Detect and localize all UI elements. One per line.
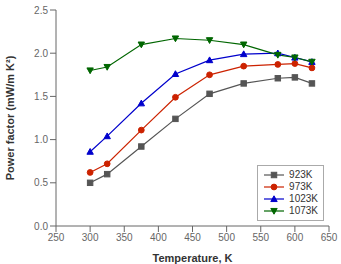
html-text:973K: 973K [289, 181, 313, 192]
svg-text:2.5: 2.5 [34, 5, 48, 16]
svg-text:300: 300 [82, 232, 99, 243]
svg-text:250: 250 [48, 232, 65, 243]
svg-text:0.5: 0.5 [34, 177, 48, 188]
svg-text:500: 500 [218, 232, 235, 243]
svg-text:600: 600 [287, 232, 304, 243]
svg-text:2.0: 2.0 [34, 48, 48, 59]
svg-text:450: 450 [184, 232, 201, 243]
svg-text:350: 350 [116, 232, 133, 243]
svg-text:1.0: 1.0 [34, 134, 48, 145]
html-text:923K: 923K [289, 169, 313, 180]
svg-text:400: 400 [150, 232, 167, 243]
svg-text:1.5: 1.5 [34, 91, 48, 102]
html-text:1073K: 1073K [289, 205, 318, 216]
svg-text:Temperature, K: Temperature, K [153, 252, 233, 264]
html-text:1023K: 1023K [289, 193, 318, 204]
svg-text:550: 550 [252, 232, 269, 243]
svg-text:0.0: 0.0 [34, 221, 48, 232]
svg-text:Power factor (mW/m K²): Power factor (mW/m K²) [8, 55, 16, 180]
svg-text:650: 650 [321, 232, 333, 243]
